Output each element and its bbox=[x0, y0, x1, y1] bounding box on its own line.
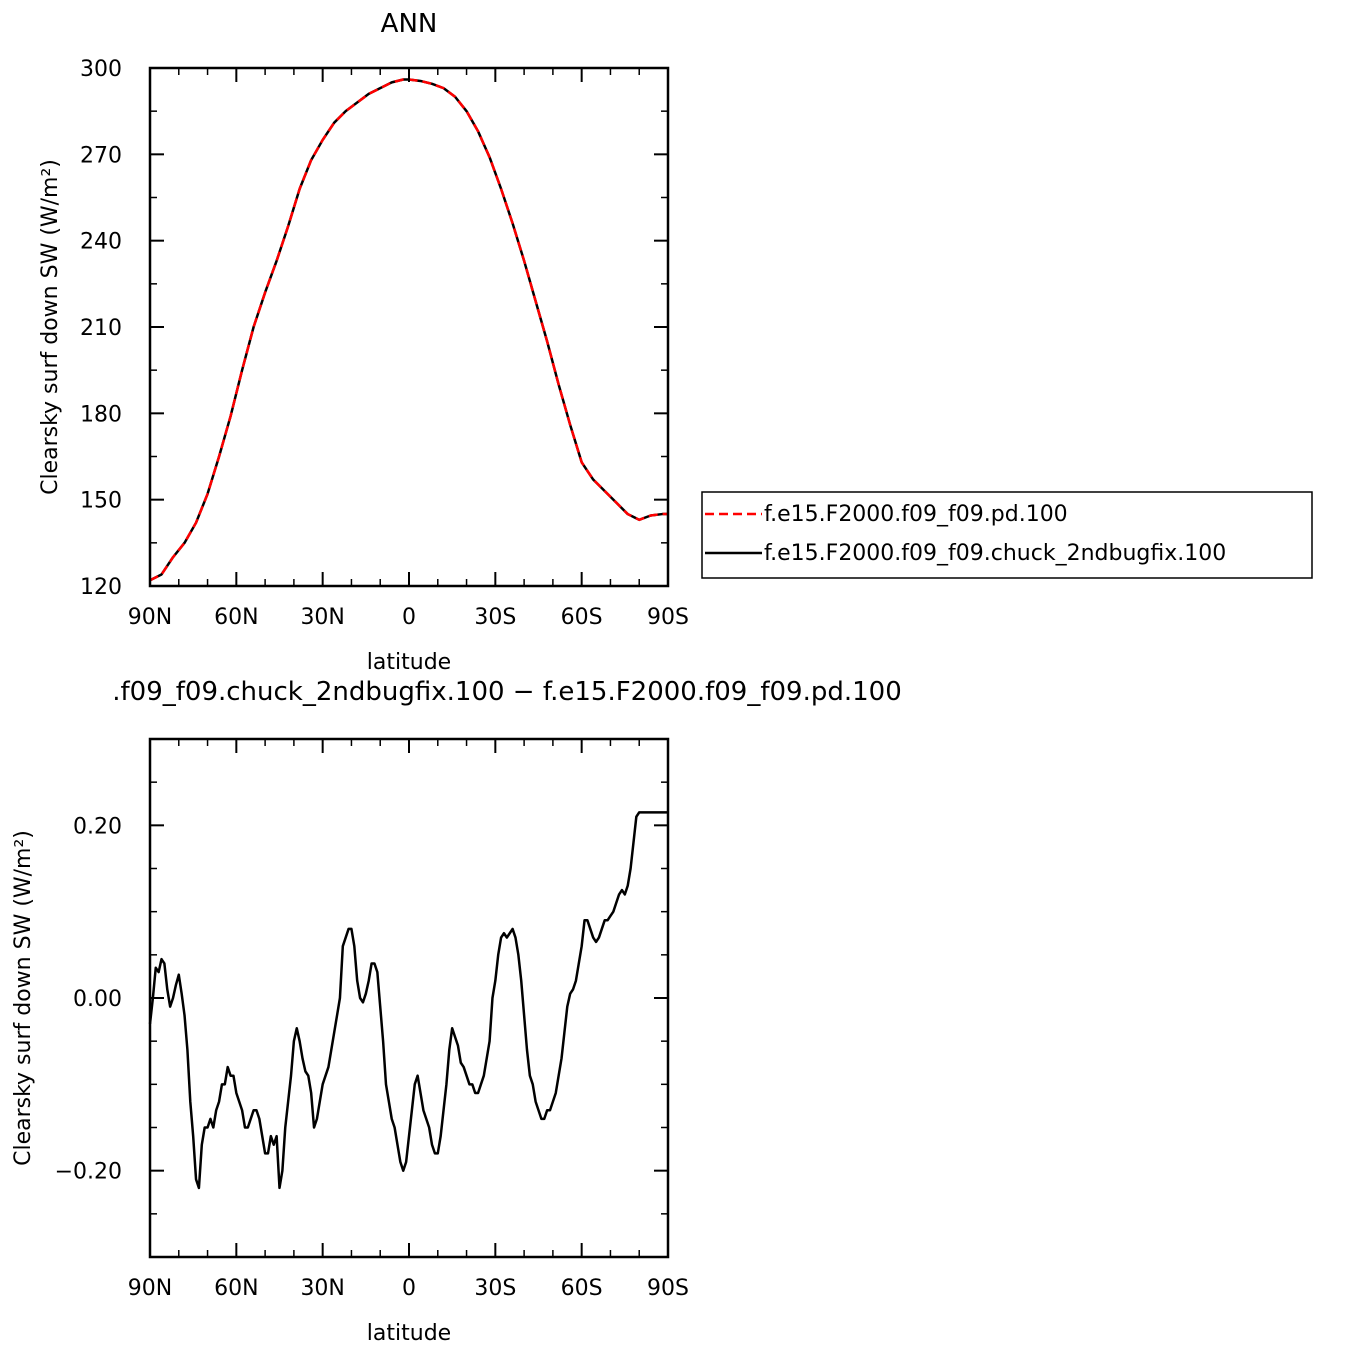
y-axis-label: Clearsky surf down SW (W/m²) bbox=[38, 159, 63, 495]
series-line-0 bbox=[149, 78, 668, 582]
series-line-1 bbox=[149, 78, 668, 582]
top-panel: ANN 90N 60N 30N 0 30S 60S 90S 120 150 180 210 240 27… bbox=[38, 9, 1313, 675]
legend-box bbox=[701, 491, 1313, 579]
y-tick-label: 300 bbox=[80, 57, 122, 82]
series-line-0 bbox=[148, 811, 668, 1190]
x-tick-label: 0 bbox=[402, 605, 416, 630]
legend: f.e15.F2000.f09_f09.pd.100 f.e15.F2000.f… bbox=[701, 491, 1313, 579]
x-tick-label: 30S bbox=[474, 1276, 516, 1301]
x-tick-label: 90N bbox=[128, 1276, 172, 1301]
y-tick-label: 0.00 bbox=[73, 987, 122, 1012]
y-tick-label: 210 bbox=[80, 316, 122, 341]
legend-entry-1: f.e15.F2000.f09_f09.chuck_2ndbugfix.100 bbox=[764, 541, 1226, 566]
x-tick-label: 60N bbox=[214, 605, 258, 630]
y-tick-label: −0.20 bbox=[55, 1160, 122, 1185]
y-tick-label: 240 bbox=[80, 230, 122, 255]
bottom-panel: .f09_f09.chuck_2ndbugfix.100 − f.e15.F20… bbox=[11, 677, 902, 1346]
y-tick-label: 0.20 bbox=[73, 814, 122, 839]
x-tick-label: 0 bbox=[402, 1276, 416, 1301]
plot-frame bbox=[148, 737, 670, 1259]
legend-entry-0: f.e15.F2000.f09_f09.pd.100 bbox=[764, 502, 1068, 527]
plot-frame bbox=[148, 66, 670, 588]
y-tick-label: 180 bbox=[80, 402, 122, 427]
x-tick-label: 30N bbox=[300, 605, 344, 630]
x-tick-label: 60N bbox=[214, 1276, 258, 1301]
y-tick-label: 150 bbox=[80, 489, 122, 514]
x-tick-label: 30N bbox=[300, 1276, 344, 1301]
x-tick-label: 60S bbox=[561, 605, 603, 630]
x-tick-label: 30S bbox=[474, 605, 516, 630]
x-tick-label: 90S bbox=[647, 605, 689, 630]
x-tick-label: 60S bbox=[561, 1276, 603, 1301]
difference-title: .f09_f09.chuck_2ndbugfix.100 − f.e15.F20… bbox=[112, 677, 901, 707]
x-tick-label: 90N bbox=[128, 605, 172, 630]
chart-title: ANN bbox=[381, 9, 438, 39]
y-axis-label: Clearsky surf down SW (W/m²) bbox=[11, 830, 36, 1166]
y-tick-label: 270 bbox=[80, 143, 122, 168]
x-tick-label: 90S bbox=[647, 1276, 689, 1301]
y-tick-label: 120 bbox=[80, 575, 122, 600]
x-axis-label: latitude bbox=[367, 650, 451, 675]
x-axis-label: latitude bbox=[367, 1321, 451, 1346]
